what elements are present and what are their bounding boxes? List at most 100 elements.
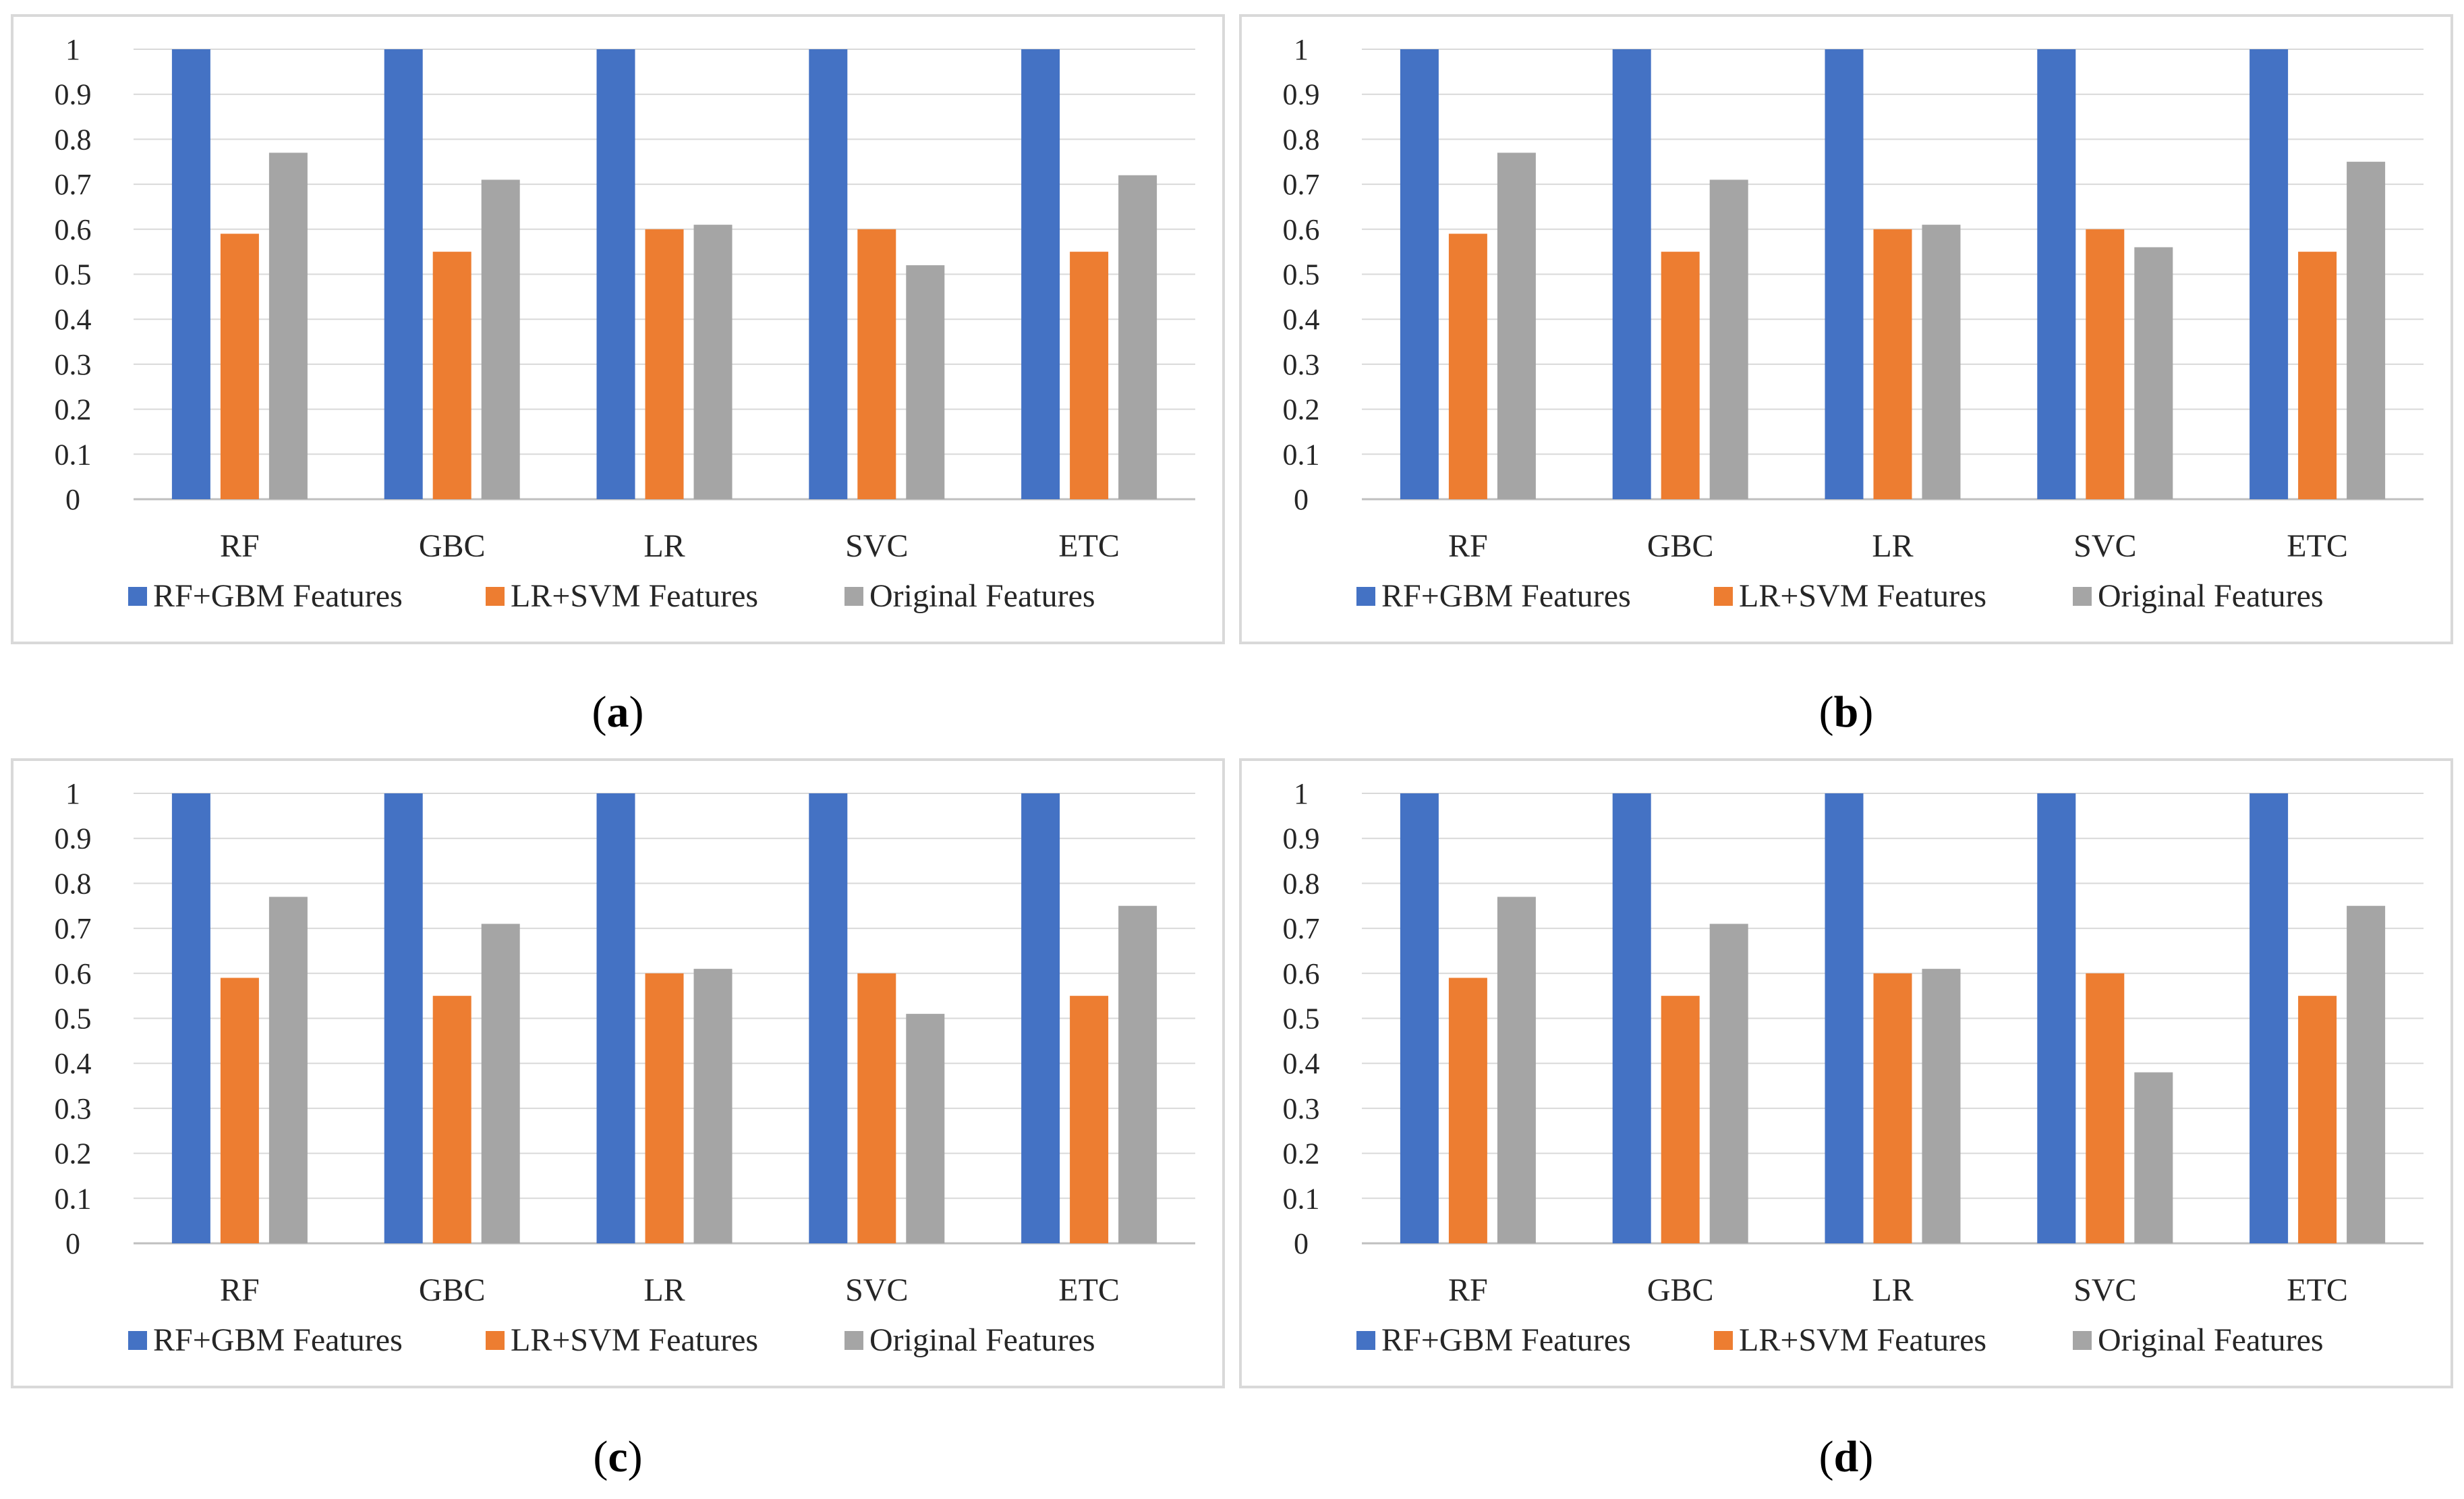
bar	[1118, 905, 1157, 1243]
y-tick-label: 0.3	[55, 348, 92, 381]
y-tick-label: 0.1	[1283, 1182, 1320, 1215]
legend-label: LR+SVM Features	[1739, 578, 1986, 614]
panel-caption-letter: b	[1833, 687, 1859, 737]
x-category-label: LR	[1872, 1272, 1913, 1308]
y-tick-label: 0	[1294, 1227, 1309, 1260]
y-tick-label: 0.5	[1283, 258, 1320, 291]
bar	[1070, 252, 1109, 499]
y-tick-label: 0.3	[55, 1092, 92, 1125]
panel-caption-letter: c	[608, 1432, 628, 1481]
bar	[596, 49, 635, 499]
bar	[2298, 996, 2337, 1243]
legend-swatch	[128, 587, 147, 606]
x-category-label: SVC	[2073, 1272, 2136, 1308]
bar	[1448, 233, 1487, 499]
bar	[809, 49, 848, 499]
y-tick-label: 0.2	[55, 1137, 92, 1170]
y-tick-label: 0.1	[55, 1182, 92, 1215]
bar	[2347, 905, 2386, 1243]
legend-label: LR+SVM Features	[511, 1322, 758, 1358]
bar	[1873, 973, 1912, 1243]
bar	[2298, 252, 2337, 499]
bar	[809, 793, 848, 1243]
bar	[1612, 49, 1651, 499]
bar	[645, 973, 684, 1243]
bar	[693, 969, 733, 1243]
panel-caption-a: (a)	[592, 687, 644, 737]
bar	[906, 265, 945, 499]
legend-swatch	[2073, 587, 2092, 606]
legend-swatch	[1714, 587, 1733, 606]
chart-svg-b: 0 0.1 0.2 0.3 0.4 0.5 0.6 0.7 0.8 0.9 1 RF GBC LR SVC E…	[1283, 33, 2424, 614]
bar	[1021, 793, 1060, 1243]
bar	[481, 179, 520, 499]
x-category-label: RF	[220, 1272, 260, 1308]
bar	[1825, 49, 1864, 499]
legend-label: Original Features	[869, 1322, 1095, 1358]
x-category-label: RF	[1448, 1272, 1488, 1308]
y-tick-label: 0.6	[1283, 957, 1320, 990]
y-tick-label: 0.8	[55, 123, 92, 156]
y-tick-label: 0.1	[55, 438, 92, 471]
x-category-label: ETC	[1058, 528, 1120, 564]
y-tick-label: 0.8	[1283, 867, 1320, 900]
bar	[1709, 924, 1748, 1243]
chart-panel-c: 0 0.1 0.2 0.3 0.4 0.5 0.6 0.7 0.8 0.9 1 RF GBC LR SVC E…	[11, 758, 1225, 1388]
x-category-label: ETC	[2287, 528, 2348, 564]
panel-caption-b: (b)	[1818, 687, 1874, 737]
x-category-label: RF	[1448, 528, 1488, 564]
y-tick-label: 1	[65, 777, 80, 810]
x-category-label: GBC	[419, 1272, 486, 1308]
x-category-label: ETC	[2287, 1272, 2348, 1308]
x-category-label: SVC	[845, 1272, 908, 1308]
bar	[1118, 175, 1157, 499]
x-category-label: LR	[1872, 528, 1913, 564]
bar	[906, 1013, 945, 1243]
x-category-label: LR	[643, 1272, 685, 1308]
legend-label: RF+GBM Features	[153, 1322, 403, 1358]
bar	[220, 978, 259, 1243]
x-category-label: GBC	[419, 528, 486, 564]
bar	[171, 793, 210, 1243]
bar	[171, 49, 210, 499]
bar	[1825, 793, 1864, 1243]
bar	[432, 996, 471, 1243]
bar	[220, 233, 259, 499]
bar	[1612, 793, 1651, 1243]
bar	[2037, 793, 2076, 1243]
legend-label: LR+SVM Features	[511, 578, 758, 614]
y-tick-label: 0.8	[1283, 123, 1320, 156]
bar	[1661, 996, 1700, 1243]
legend-label: RF+GBM Features	[153, 578, 403, 614]
legend-swatch	[486, 587, 505, 606]
bar	[1400, 793, 1439, 1243]
bar	[857, 229, 896, 499]
y-tick-label: 0.5	[55, 258, 92, 291]
x-category-label: SVC	[845, 528, 908, 564]
bar	[1709, 179, 1748, 499]
bar	[268, 152, 308, 499]
legend-label: Original Features	[2098, 578, 2324, 614]
x-category-label: LR	[643, 528, 685, 564]
y-tick-label: 0.7	[55, 168, 92, 201]
bar	[1922, 225, 1961, 499]
y-tick-label: 0.4	[1283, 1047, 1320, 1080]
bar	[645, 229, 684, 499]
bar	[2134, 1072, 2173, 1243]
y-tick-label: 0.7	[55, 912, 92, 945]
legend-swatch	[128, 1331, 147, 1350]
x-category-label: SVC	[2073, 528, 2136, 564]
y-tick-label: 0.4	[55, 1047, 92, 1080]
bar	[693, 225, 733, 499]
bar	[596, 793, 635, 1243]
bar	[384, 793, 423, 1243]
y-tick-label: 0.6	[1283, 213, 1320, 246]
panel-caption-letter: a	[606, 687, 629, 737]
y-tick-label: 0.1	[1283, 438, 1320, 471]
y-tick-label: 0.5	[1283, 1002, 1320, 1036]
bar	[2086, 973, 2125, 1243]
bar	[1922, 969, 1961, 1243]
legend-label: Original Features	[2098, 1322, 2324, 1358]
y-tick-label: 0	[65, 1227, 80, 1260]
panel-caption-c: (c)	[593, 1432, 643, 1481]
